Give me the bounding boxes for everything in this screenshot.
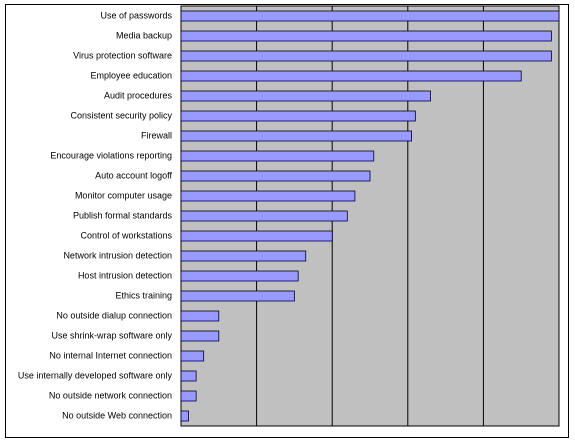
bar: [180, 270, 299, 282]
y-tick-label: Employee education: [90, 70, 172, 80]
y-tick-label: Firewall: [141, 130, 172, 140]
y-tick-label: Auto account logoff: [95, 170, 172, 180]
bar: [180, 190, 356, 202]
y-tick-label: Ethics training: [115, 290, 172, 300]
bar: [180, 410, 189, 422]
bar: [180, 30, 552, 42]
y-tick-label: Network intrusion detection: [63, 250, 172, 260]
bar: [180, 50, 552, 62]
bar: [180, 10, 560, 22]
bar: [180, 90, 431, 102]
bar: [180, 290, 295, 302]
y-tick-label: Publish formal standards: [73, 210, 173, 220]
bar: [180, 210, 348, 222]
bar: [180, 250, 307, 262]
y-tick-label: Use shrink-wrap software only: [51, 330, 172, 340]
y-tick-label: Consistent security policy: [70, 110, 172, 120]
y-tick-label: Virus protection software: [73, 50, 172, 60]
y-tick-label: Use of passwords: [100, 10, 172, 20]
y-tick-label: Monitor computer usage: [75, 190, 172, 200]
y-tick-label: No outside network connection: [49, 390, 172, 400]
y-tick-label: No internal Internet connection: [49, 350, 172, 360]
bar: [180, 310, 220, 322]
y-tick-label: No outside Web connection: [62, 410, 172, 420]
bar: [180, 330, 220, 342]
y-tick-label: Audit procedures: [104, 90, 173, 100]
y-tick-label: Host intrusion detection: [78, 270, 172, 280]
y-tick-label: Control of workstations: [80, 230, 172, 240]
bar: [180, 390, 197, 402]
y-tick-label: No outside dialup connection: [56, 310, 172, 320]
bar: [180, 70, 522, 82]
bar: [180, 170, 371, 182]
y-tick-label: Use internally developed software only: [18, 370, 173, 380]
bar: [180, 350, 205, 362]
y-tick-label: Media backup: [116, 30, 172, 40]
bar: [180, 110, 416, 122]
bar: [180, 150, 375, 162]
y-tick-label: Encourage violations reporting: [50, 150, 172, 160]
bar: [180, 370, 197, 382]
bar: [180, 130, 412, 142]
bar: [180, 230, 333, 242]
